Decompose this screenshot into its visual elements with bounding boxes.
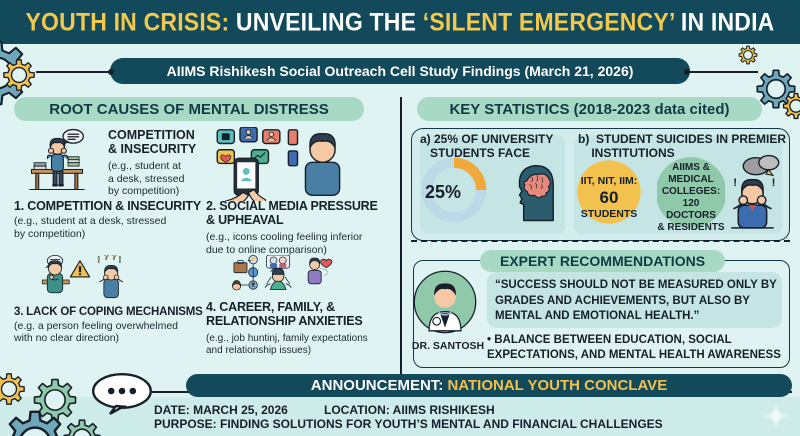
svg-text:!: ! [118,255,121,265]
svg-text:?: ? [104,255,109,262]
svg-text:!: ! [772,177,776,189]
svg-text:!: ! [733,177,737,189]
svg-text:?: ? [112,255,117,262]
svg-text:!: ! [97,255,100,265]
